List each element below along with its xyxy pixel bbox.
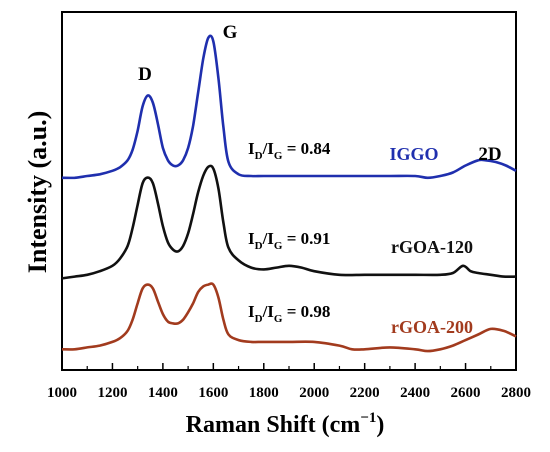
ratio-label: ID/IG = 0.91 — [248, 229, 330, 252]
ratio-label-part: D — [255, 240, 263, 252]
legend-label-rgoa-200: rGOA-200 — [391, 317, 473, 337]
x-tick-label: 1000 — [47, 385, 77, 401]
ratio-label-part: G — [274, 150, 283, 162]
peak-label-g: G — [223, 22, 238, 43]
legend-label-iggo: IGGO — [389, 144, 438, 164]
ratio-label: ID/IG = 0.84 — [248, 139, 331, 162]
x-axis-title-main: Raman Shift (cm — [186, 412, 361, 438]
ratio-label-part: G — [274, 313, 283, 325]
ratio-label-part: /I — [262, 302, 275, 321]
ratio-label-part: /I — [262, 229, 275, 248]
x-tick-label: 1400 — [148, 385, 178, 401]
ratio-label-part: G — [274, 240, 283, 252]
x-tick-label: 1600 — [198, 385, 228, 401]
x-tick-label: 2000 — [299, 385, 329, 401]
ratio-label-part: /I — [262, 139, 275, 158]
ratio-label-part: I — [248, 139, 255, 158]
x-tick-label: 1800 — [249, 385, 279, 401]
x-tick-label: 2200 — [350, 385, 380, 401]
x-ticks — [61, 363, 517, 370]
x-axis-title-sup: −1 — [360, 410, 376, 426]
peak-label-d: D — [138, 64, 152, 85]
x-tick-labels: 1000 1200 1400 1600 1800 2000 2200 2400 2600 2800 — [47, 385, 531, 401]
series-line-rgoa-120 — [61, 164, 517, 280]
ratio-label-part: D — [255, 313, 263, 325]
x-axis-title: Raman Shift (cm−1) — [186, 410, 385, 438]
ratio-label-part: = 0.84 — [282, 139, 330, 158]
peak-label-2d: 2D — [478, 144, 501, 165]
x-tick-label: 2600 — [451, 385, 481, 401]
x-axis-title-close: ) — [376, 412, 384, 438]
legend-label-rgoa-120: rGOA-120 — [391, 237, 473, 257]
ratio-label: ID/IG = 0.98 — [248, 302, 330, 325]
ratio-label-part: I — [248, 302, 255, 321]
series-line-rgoa-200 — [61, 282, 517, 353]
x-tick-label: 2400 — [400, 385, 430, 401]
series-lines — [61, 34, 517, 353]
ratio-label-part: = 0.91 — [282, 229, 330, 248]
series-line-iggo — [61, 34, 517, 180]
ratio-label-part: I — [248, 229, 255, 248]
x-tick-label: 1200 — [97, 385, 127, 401]
ratio-label-part: D — [255, 150, 263, 162]
ratio-label-part: = 0.98 — [282, 302, 330, 321]
x-tick-label: 2800 — [501, 385, 531, 401]
y-axis-title: Intensity (a.u.) — [23, 111, 52, 274]
